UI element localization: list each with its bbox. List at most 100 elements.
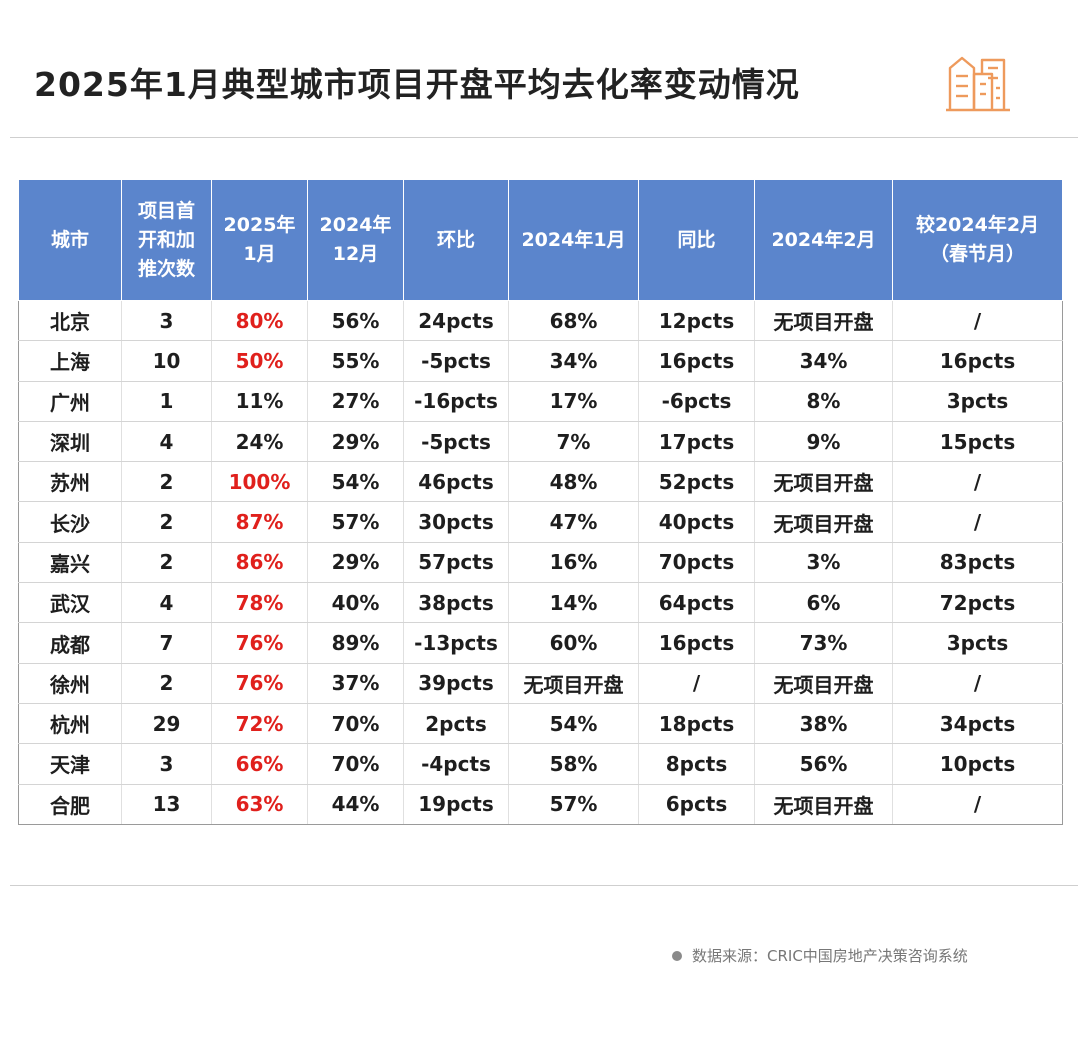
table-cell: 72pcts [892, 582, 1063, 624]
table-row: 北京 3 80% 56% 24pcts 68% 12pcts 无项目开盘 / [18, 300, 1063, 342]
city-cell: 成都 [18, 622, 122, 664]
city-cell: 苏州 [18, 461, 122, 503]
table-row: 天津 3 66% 70% -4pcts 58% 8pcts 56% 10pcts [18, 743, 1063, 785]
column-header: 2024年1月 [508, 179, 639, 301]
table-cell: / [892, 784, 1063, 825]
table-cell: 2pcts [403, 703, 509, 745]
table-cell: 1 [121, 381, 212, 422]
table-cell: 3 [121, 743, 212, 785]
table-cell: / [638, 663, 755, 704]
city-buildings-icon [946, 56, 1010, 112]
table-cell: 34% [754, 340, 893, 382]
table-cell: 38pcts [403, 582, 509, 624]
table-cell: 6pcts [638, 784, 755, 825]
table-cell: 73% [754, 622, 893, 664]
table-cell: 52pcts [638, 461, 755, 503]
table-cell: 40% [307, 582, 404, 624]
table-cell: 3pcts [892, 622, 1063, 664]
table-cell: 9% [754, 421, 893, 463]
table-cell: 40pcts [638, 501, 755, 543]
column-header-line: 城市 [50, 228, 89, 251]
table-cell: 15pcts [892, 421, 1063, 463]
table-cell: 58% [508, 743, 639, 785]
table-cell: 57pcts [403, 542, 509, 584]
table-row: 武汉 4 78% 40% 38pcts 14% 64pcts 6% 72pcts [18, 582, 1063, 624]
table-cell: 4 [121, 582, 212, 624]
column-header: 2025年 1月 [211, 179, 308, 301]
table-cell: 29 [121, 703, 212, 745]
column-header-line: 1月 [243, 243, 276, 265]
table-cell: 无项目开盘 [508, 663, 639, 704]
table-cell: 56% [307, 300, 404, 342]
city-cell: 上海 [18, 340, 122, 382]
table-row: 杭州 29 72% 70% 2pcts 54% 18pcts 38% 34pcts [18, 703, 1063, 745]
table-cell: 3% [754, 542, 893, 584]
table-cell: -4pcts [403, 743, 509, 785]
source-text: 数据来源：CRIC中国房地产决策咨询系统 [692, 947, 968, 965]
table-cell: 6% [754, 582, 893, 624]
table-cell: 无项目开盘 [754, 461, 893, 503]
table-row: 徐州 2 76% 37% 39pcts 无项目开盘 / 无项目开盘 / [18, 663, 1063, 704]
table-cell: 10 [121, 340, 212, 382]
city-cell: 徐州 [18, 663, 122, 704]
table-cell: 16% [508, 542, 639, 584]
column-header-line: 较2024年2月 [915, 214, 1040, 236]
bullet-dot-icon [672, 950, 682, 961]
table-cell: 57% [307, 501, 404, 543]
table-cell: 48% [508, 461, 639, 503]
header-divider [10, 137, 1078, 138]
table-cell: 55% [307, 340, 404, 382]
table-cell: 39pcts [403, 663, 509, 704]
table-cell: 29% [307, 421, 404, 463]
data-table: 城市 项目首 开和加 推次数 2025年 1月 2024年 12月 环比 2024年1月 同比 202… [18, 179, 1063, 825]
table-cell: 无项目开盘 [754, 663, 893, 704]
table-cell: 17pcts [638, 421, 755, 463]
table-cell: 54% [307, 461, 404, 503]
table-cell: 54% [508, 703, 639, 745]
table-cell: / [892, 461, 1063, 503]
city-cell: 武汉 [18, 582, 122, 624]
table-cell: 12pcts [638, 300, 755, 342]
column-header-line: 2024年 [319, 214, 392, 236]
table-row: 深圳 4 24% 29% -5pcts 7% 17pcts 9% 15pcts [18, 421, 1063, 463]
column-header: 同比 [638, 179, 755, 301]
table-cell: 78% [211, 582, 308, 624]
table-cell: 60% [508, 622, 639, 664]
column-header-line: 项目首 [137, 199, 195, 222]
table-cell: 56% [754, 743, 893, 785]
table-cell: 66% [211, 743, 308, 785]
column-header: 2024年 12月 [307, 179, 404, 301]
table-cell: 7% [508, 421, 639, 463]
column-header-line: （春节月） [929, 243, 1025, 265]
table-cell: 70% [307, 743, 404, 785]
table-cell: 24% [211, 421, 308, 463]
table-cell: 3pcts [892, 381, 1063, 422]
table-cell: 10pcts [892, 743, 1063, 785]
table-cell: 11% [211, 381, 308, 422]
column-header-line: 环比 [436, 228, 475, 251]
table-cell: 50% [211, 340, 308, 382]
table-cell: 29% [307, 542, 404, 584]
city-cell: 长沙 [18, 501, 122, 543]
table-cell: 16pcts [638, 622, 755, 664]
table-cell: 无项目开盘 [754, 784, 893, 825]
city-cell: 深圳 [18, 421, 122, 463]
table-cell: 2 [121, 501, 212, 543]
table-cell: / [892, 501, 1063, 543]
table-cell: 16pcts [892, 340, 1063, 382]
table-row: 广州 1 11% 27% -16pcts 17% -6pcts 8% 3pcts [18, 381, 1063, 422]
table-cell: / [892, 300, 1063, 342]
table-cell: 8pcts [638, 743, 755, 785]
table-cell: 57% [508, 784, 639, 825]
table-cell: 2 [121, 542, 212, 584]
table-cell: 72% [211, 703, 308, 745]
table-cell: 46pcts [403, 461, 509, 503]
city-cell: 合肥 [18, 784, 122, 825]
table-cell: -16pcts [403, 381, 509, 422]
page-title: 2025年1月典型城市项目开盘平均去化率变动情况 [34, 65, 800, 104]
table-row: 上海 10 50% 55% -5pcts 34% 16pcts 34% 16pcts [18, 340, 1063, 382]
footer-divider [10, 885, 1078, 886]
table-cell: 2 [121, 461, 212, 503]
table-cell: 34pcts [892, 703, 1063, 745]
table-cell: 27% [307, 381, 404, 422]
